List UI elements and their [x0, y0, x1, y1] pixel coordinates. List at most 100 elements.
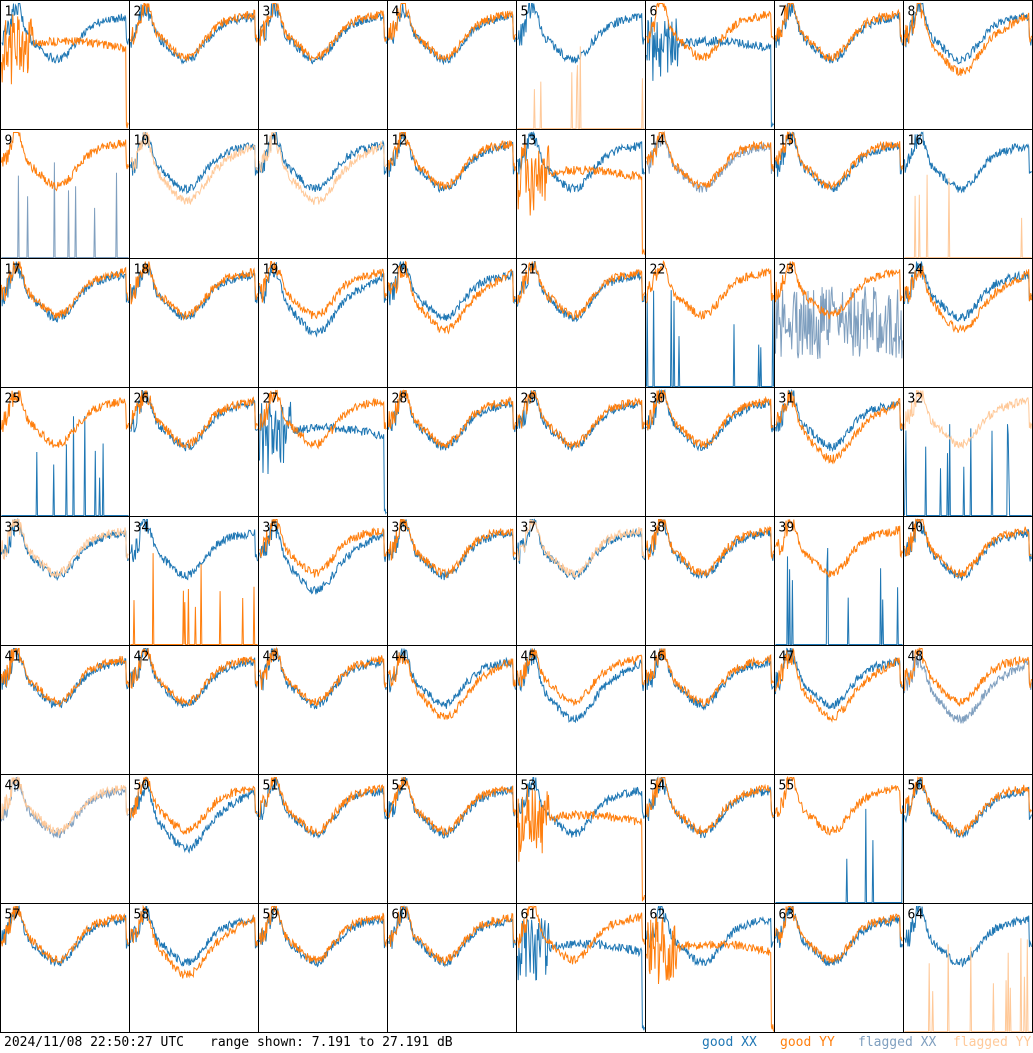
- panel-40: 40: [903, 516, 1033, 646]
- series-yy-54: [646, 777, 774, 835]
- series-xx-22: [646, 290, 774, 387]
- panel-frame: [0, 516, 130, 646]
- series-xx-6: [646, 16, 774, 128]
- panel-label: 62: [650, 908, 666, 923]
- series-yy-40: [904, 518, 1032, 578]
- series-yy-19: [259, 261, 387, 320]
- series-yy-7: [775, 3, 903, 62]
- legend-flagged-xx: flagged XX: [858, 1035, 937, 1050]
- series-yy-61: [517, 905, 645, 965]
- panel-label: 12: [392, 134, 408, 149]
- panel-label: 33: [5, 521, 21, 536]
- panel-41: 41: [0, 645, 130, 775]
- series-xx-18: [130, 262, 258, 321]
- panel-4: 4: [387, 0, 517, 130]
- panel-label: 5: [521, 5, 529, 20]
- series-yy-57: [1, 906, 129, 964]
- panel-frame: [258, 0, 388, 130]
- panel-17: 17: [0, 258, 130, 388]
- series-yy-5: [517, 46, 645, 129]
- panel-label: 28: [392, 392, 408, 407]
- series-yy-47: [775, 648, 903, 723]
- series-xx-26: [130, 390, 258, 452]
- panel-frame: [387, 774, 517, 904]
- panel-50: 50: [129, 774, 259, 904]
- panel-43: 43: [258, 645, 388, 775]
- panel-label: 6: [650, 5, 658, 20]
- panel-label: 7: [779, 5, 787, 20]
- panel-label: 57: [5, 908, 21, 923]
- panel-35: 35: [258, 516, 388, 646]
- panel-label: 26: [134, 392, 150, 407]
- panel-57: 57: [0, 903, 130, 1033]
- panel-label: 42: [134, 650, 150, 665]
- series-yy-32: [904, 390, 1032, 450]
- series-yy-51: [259, 776, 387, 837]
- panel-label: 2: [134, 5, 142, 20]
- panel-label: 53: [521, 779, 537, 794]
- panel-52: 52: [387, 774, 517, 904]
- series-yy-34: [130, 553, 258, 645]
- panel-label: 47: [779, 650, 795, 665]
- panel-frame: [0, 387, 130, 517]
- panel-27: 27: [258, 387, 388, 517]
- panel-30: 30: [645, 387, 775, 517]
- panel-53: 53: [516, 774, 646, 904]
- panel-label: 51: [263, 779, 279, 794]
- panel-label: 54: [650, 779, 666, 794]
- panel-label: 59: [263, 908, 279, 923]
- panel-label: 22: [650, 263, 666, 278]
- series-yy-25: [1, 390, 129, 448]
- panel-20: 20: [387, 258, 517, 388]
- legend-good-yy: good YY: [780, 1035, 835, 1050]
- panel-5: 5: [516, 0, 646, 130]
- series-yy-49: [1, 776, 129, 836]
- series-yy-45: [517, 648, 645, 707]
- panel-38: 38: [645, 516, 775, 646]
- series-yy-35: [259, 519, 387, 578]
- panel-frame: [258, 774, 388, 904]
- series-yy-59: [259, 905, 387, 964]
- panel-33: 33: [0, 516, 130, 646]
- panel-label: 52: [392, 779, 408, 794]
- panel-label: 19: [263, 263, 279, 278]
- series-yy-42: [130, 648, 258, 707]
- panel-45: 45: [516, 645, 646, 775]
- panel-label: 23: [779, 263, 795, 278]
- series-yy-9: [1, 132, 129, 192]
- series-yy-2: [130, 3, 258, 62]
- panel-label: 25: [5, 392, 21, 407]
- range-text: range shown: 7.191 to 27.191 dB: [210, 1035, 453, 1050]
- series-yy-52: [388, 776, 516, 837]
- series-yy-6: [646, 2, 774, 61]
- panel-label: 36: [392, 521, 408, 536]
- panel-frame: [774, 516, 904, 646]
- panel-label: 17: [5, 263, 21, 278]
- panel-label: 14: [650, 134, 666, 149]
- panel-29: 29: [516, 387, 646, 517]
- series-yy-46: [646, 648, 774, 707]
- panel-label: 10: [134, 134, 150, 149]
- series-yy-37: [517, 519, 645, 579]
- series-yy-8: [904, 3, 1032, 77]
- panel-2: 2: [129, 0, 259, 130]
- panel-label: 27: [263, 392, 279, 407]
- series-yy-33: [1, 519, 129, 578]
- series-xx-34: [130, 519, 258, 581]
- panel-label: 41: [5, 650, 21, 665]
- series-xx-16: [904, 131, 1032, 194]
- series-yy-43: [259, 646, 387, 707]
- panel-24: 24: [903, 258, 1033, 388]
- panel-12: 12: [387, 129, 517, 259]
- series-xx-1: [1, 3, 129, 64]
- panel-frame: [129, 258, 259, 388]
- series-xx-62: [646, 906, 774, 967]
- panel-label: 63: [779, 908, 795, 923]
- panel-frame: [645, 0, 775, 130]
- panel-frame: [516, 774, 646, 904]
- panel-55: 55: [774, 774, 904, 904]
- series-xx-32: [904, 424, 1032, 516]
- panel-60: 60: [387, 903, 517, 1033]
- series-xx-5: [517, 3, 645, 64]
- series-yy-56: [904, 776, 1032, 837]
